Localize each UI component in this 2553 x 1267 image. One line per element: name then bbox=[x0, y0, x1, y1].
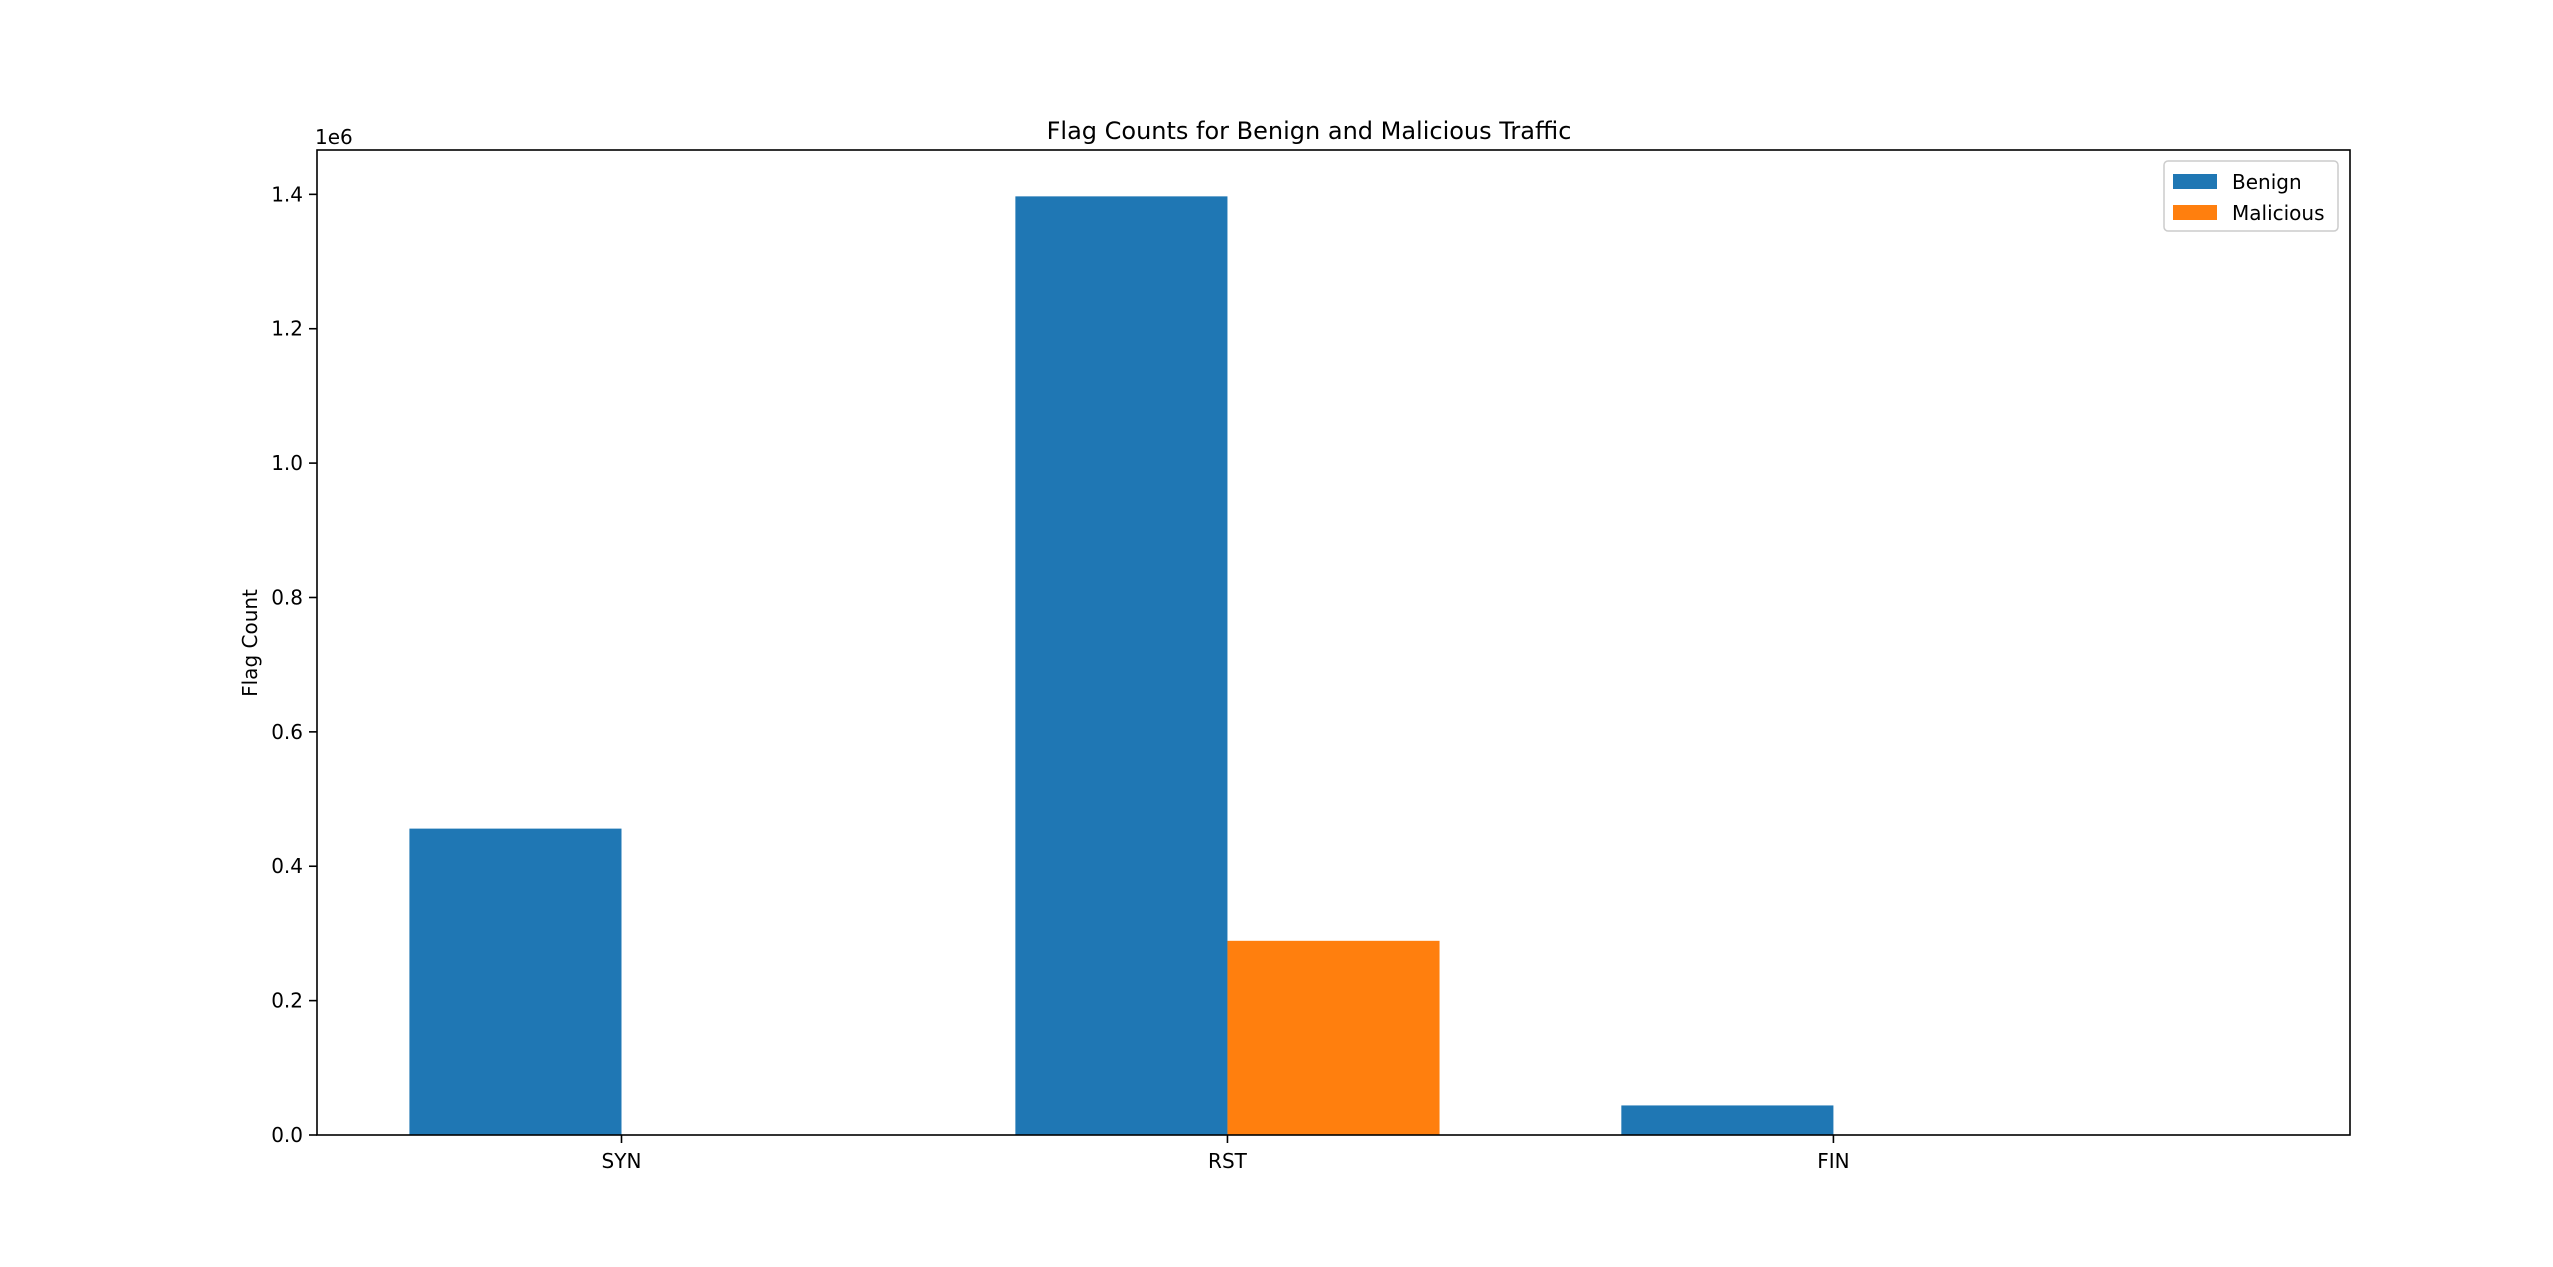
bar-benign-syn bbox=[409, 828, 622, 1135]
y-tick-label: 0.0 bbox=[271, 1123, 303, 1147]
y-tick-label: 0.6 bbox=[271, 720, 303, 744]
y-tick-label: 1.4 bbox=[271, 182, 303, 206]
bar-benign-rst bbox=[1015, 196, 1228, 1135]
bars-group bbox=[409, 196, 1834, 1135]
legend-label-malicious: Malicious bbox=[2232, 201, 2325, 225]
y-axis-ticks: 0.0 0.2 0.4 0.6 0.8 1.0 1.2 1.4 bbox=[271, 182, 317, 1147]
y-tick-label: 0.8 bbox=[271, 585, 303, 609]
y-tick-label: 1.2 bbox=[271, 317, 303, 341]
x-tick-label: FIN bbox=[1817, 1149, 1849, 1173]
legend: Benign Malicious bbox=[2163, 160, 2339, 232]
y-tick-label: 1.0 bbox=[271, 451, 303, 475]
y-tick-label: 0.4 bbox=[271, 854, 303, 878]
legend-swatch-malicious bbox=[2173, 205, 2217, 220]
y-axis-offset-label: 1e6 bbox=[315, 125, 353, 149]
y-tick-label: 0.2 bbox=[271, 989, 303, 1013]
x-axis-ticks: SYN RST FIN bbox=[602, 1135, 1850, 1173]
x-tick-label: RST bbox=[1208, 1149, 1248, 1173]
y-axis-label: Flag Count bbox=[238, 589, 262, 697]
x-tick-label: SYN bbox=[602, 1149, 642, 1173]
legend-label-benign: Benign bbox=[2232, 170, 2302, 194]
plot-area-frame bbox=[316, 149, 2351, 1136]
bar-malicious-rst bbox=[1227, 940, 1440, 1135]
legend-swatch-benign bbox=[2173, 174, 2217, 189]
chart-title: Flag Counts for Benign and Malicious Tra… bbox=[1047, 117, 1572, 145]
bar-benign-fin bbox=[1621, 1105, 1834, 1135]
